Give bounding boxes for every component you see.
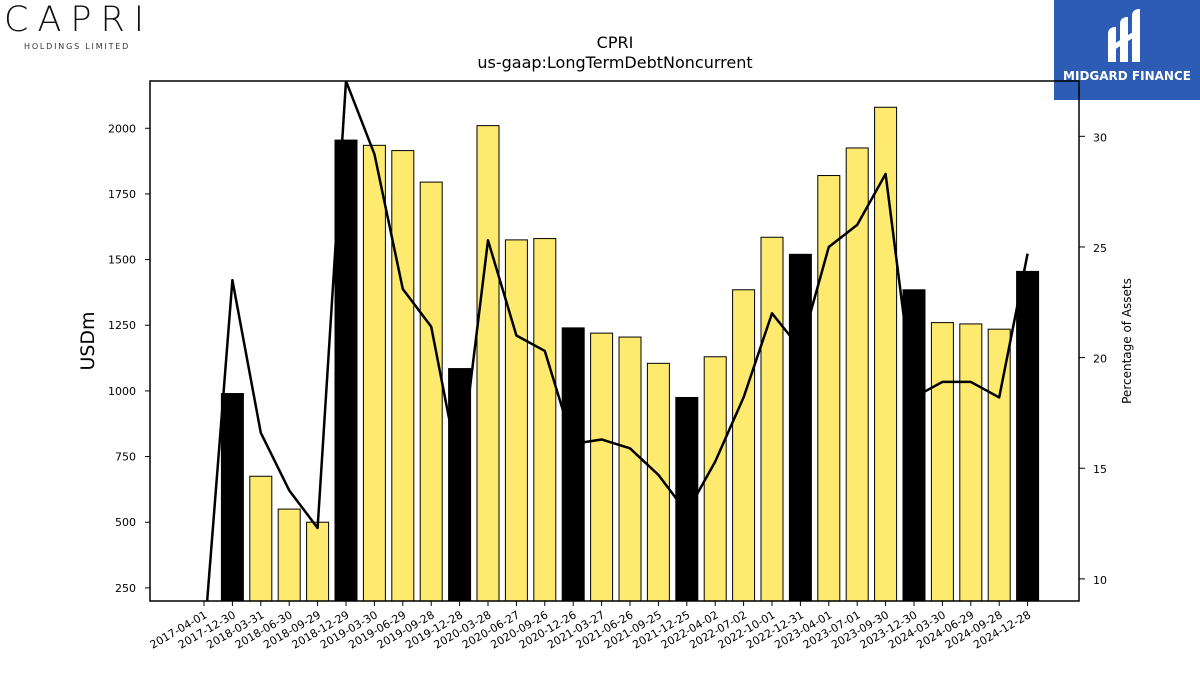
bar-2020-06-27	[504, 239, 528, 602]
bar-2018-06-30	[277, 508, 301, 602]
y-tick-label-1250: 1250	[108, 319, 136, 332]
bar-group	[220, 106, 1040, 602]
y-axis-label: USDm	[77, 311, 99, 370]
right-axis: 10 15 20 25 30	[1079, 131, 1107, 587]
y-right-tick-label-10: 10	[1093, 574, 1107, 587]
left-axis: 250 500 750 1000 1250 1500 1750 2000	[108, 122, 150, 595]
line-layer	[205, 81, 1029, 601]
bar-2019-06-29	[391, 150, 415, 602]
bar-2023-07-01	[845, 147, 869, 602]
bar-2022-04-02	[703, 356, 727, 602]
bar-2024-06-29	[959, 323, 983, 602]
y-tick-label-250: 250	[115, 582, 136, 595]
percentage-line	[205, 81, 1029, 601]
y-right-tick-label-30: 30	[1093, 131, 1107, 144]
bar-2021-03-27	[590, 332, 614, 602]
bar-2023-04-01	[817, 175, 841, 602]
bar-2024-12-28	[1016, 270, 1040, 602]
bar-2020-09-26	[533, 238, 557, 602]
capri-logo-word: CAPRI	[4, 0, 154, 40]
y-right-tick-label-15: 15	[1093, 463, 1107, 476]
bar-2017-12-30	[220, 393, 244, 602]
chart-subtitle: us-gaap:LongTermDebtNoncurrent	[477, 53, 752, 72]
chart-title: CPRI	[597, 33, 634, 52]
bar-2022-12-31	[788, 253, 812, 602]
bar-2018-09-29	[306, 521, 330, 602]
y-tick-label-750: 750	[115, 451, 136, 464]
bar-2024-03-30	[930, 322, 954, 602]
y-tick-label-1500: 1500	[108, 254, 136, 267]
y-tick-label-1000: 1000	[108, 385, 136, 398]
y-right-tick-label-25: 25	[1093, 242, 1107, 255]
y-tick-label-2000: 2000	[108, 122, 136, 135]
midgard-logo-text: MIDGARD FINANCE	[1063, 69, 1191, 83]
bar-2020-12-26	[561, 327, 585, 602]
x-axis: 2017-04-012017-12-302018-03-312018-06-30…	[148, 601, 1033, 652]
capri-logo-subtitle: HOLDINGS LIMITED	[24, 42, 131, 51]
midgard-mark-icon	[1108, 9, 1140, 62]
bar-2018-03-31	[249, 475, 273, 602]
bar-2021-09-25	[646, 362, 670, 602]
bar-2021-06-26	[618, 336, 642, 602]
bar-2022-07-02	[732, 289, 756, 602]
bar-2024-09-28	[987, 328, 1011, 602]
y-axis-right-label: Percentage of Assets	[1120, 278, 1134, 404]
y-right-tick-label-20: 20	[1093, 353, 1107, 366]
plot-frame	[149, 80, 1080, 602]
capri-logo: CAPRI HOLDINGS LIMITED	[4, 0, 154, 54]
bar-2022-10-01	[760, 236, 784, 602]
bar-2019-03-30	[362, 144, 386, 602]
bar-2020-03-28	[476, 125, 500, 602]
y-tick-label-500: 500	[115, 516, 136, 529]
y-tick-label-1750: 1750	[108, 188, 136, 201]
bar-2019-09-28	[419, 181, 443, 602]
